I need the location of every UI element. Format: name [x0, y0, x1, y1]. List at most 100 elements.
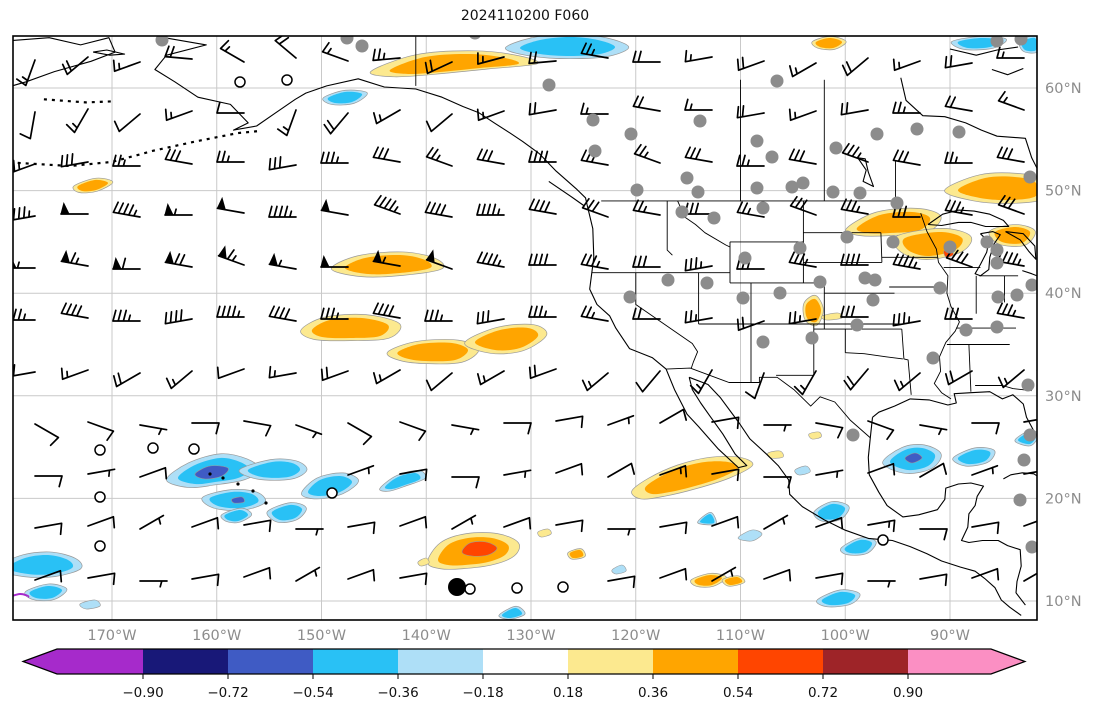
barb-staff: [736, 104, 765, 119]
wind-barb: [841, 142, 869, 163]
colorbar-tick-label: −0.54: [292, 685, 333, 701]
barb-staff: [736, 201, 765, 218]
wind-barb: [892, 205, 921, 218]
coastline: [991, 67, 1024, 76]
barb-staff: [793, 370, 817, 396]
wind-barb: [112, 309, 141, 322]
political-border: [975, 385, 1032, 392]
wind-barb: [580, 305, 609, 322]
wind-barb: [684, 202, 713, 215]
contour-fill: [224, 510, 249, 522]
wind-barb: [997, 194, 1025, 215]
wind-barb: [295, 528, 324, 536]
barb-staff: [944, 307, 973, 320]
lat-tick-label: 60°N: [1045, 81, 1082, 97]
wind-barb: [243, 420, 272, 437]
barb-staff: [87, 572, 116, 586]
map-layers: [13, 36, 1037, 620]
barb-staff: [323, 112, 349, 135]
wind-barb: [840, 305, 869, 318]
contour-fill: [271, 504, 303, 521]
barb-staff: [632, 50, 661, 63]
barb-staff: [113, 113, 141, 133]
wind-barb: [347, 464, 375, 476]
colorbar-segment: [483, 649, 568, 674]
contour-fill: [821, 312, 843, 321]
barb-staff: [34, 475, 63, 488]
contour-fill: [231, 496, 245, 504]
wind-barb: [216, 196, 245, 214]
barb-staff: [944, 95, 973, 112]
lake-outline: [1022, 270, 1037, 277]
barb-staff: [65, 108, 89, 134]
barb-staff: [528, 101, 557, 116]
station-dot: [756, 201, 770, 215]
barb-staff: [13, 206, 36, 221]
barb-staff: [216, 150, 245, 163]
station-dot: [829, 141, 843, 155]
station-dot: [813, 275, 827, 289]
contour-fill: [694, 574, 723, 586]
wind-barb: [711, 566, 737, 582]
barb-staff: [867, 462, 896, 476]
barb-staff: [580, 42, 609, 59]
wind-barb: [112, 372, 141, 388]
contour-fill: [957, 37, 1001, 49]
barb-staff: [996, 302, 1025, 319]
wind-barb: [276, 109, 297, 137]
station-dot: [990, 320, 1004, 334]
station-dot: [952, 125, 966, 139]
wind-barb: [165, 370, 193, 390]
barb-staff: [996, 146, 1025, 163]
barb-staff: [164, 253, 193, 268]
wind-barb: [1023, 572, 1037, 582]
wind-barb: [347, 568, 376, 582]
barb-staff: [503, 422, 532, 435]
wind-barb: [684, 257, 713, 272]
wind-barb: [659, 521, 688, 535]
wind-barb: [372, 249, 401, 267]
barb-staff: [843, 368, 869, 391]
barb-staff: [451, 514, 477, 530]
wind-barb: [997, 90, 1025, 111]
barb-staff: [788, 251, 817, 268]
wind-barb: [607, 414, 635, 426]
barb-staff: [320, 307, 349, 320]
barb-staff: [164, 45, 193, 60]
wind-barb: [112, 59, 141, 73]
wind-barb: [372, 48, 401, 62]
barb-staff: [295, 424, 323, 439]
wind-barb: [451, 424, 480, 436]
barb-staff: [971, 422, 1000, 435]
coastline: [665, 368, 748, 469]
station-dots: [155, 36, 1037, 554]
wind-barb: [424, 309, 453, 322]
barb-staff: [607, 414, 635, 426]
wind-barb: [528, 305, 557, 318]
barb-staff: [216, 305, 245, 318]
calm-circle: [94, 491, 106, 503]
wind-barb: [164, 309, 193, 325]
contour-fill: [79, 599, 101, 610]
wind-barb: [15, 59, 36, 87]
wind-barb: [580, 149, 609, 166]
small-island: [221, 476, 225, 480]
wind-barb: [503, 422, 532, 435]
wind-barb: [736, 154, 765, 167]
station-dot: [943, 240, 957, 254]
barb-staff: [476, 310, 505, 325]
barb-staff: [944, 370, 973, 386]
colorbar-segment: [568, 649, 653, 674]
coastline: [93, 49, 126, 56]
barb-staff: [840, 101, 869, 116]
wind-barb: [867, 462, 896, 476]
barb-staff: [840, 305, 869, 318]
wind-barb: [191, 516, 220, 530]
wind-barb: [788, 108, 817, 122]
lake-outline: [1005, 231, 1037, 260]
barb-staff: [139, 580, 168, 588]
wind-barb: [320, 151, 349, 164]
barb-staff: [684, 309, 713, 324]
colorbar-tick-label: −0.90: [122, 685, 163, 701]
station-dot: [1023, 428, 1037, 442]
